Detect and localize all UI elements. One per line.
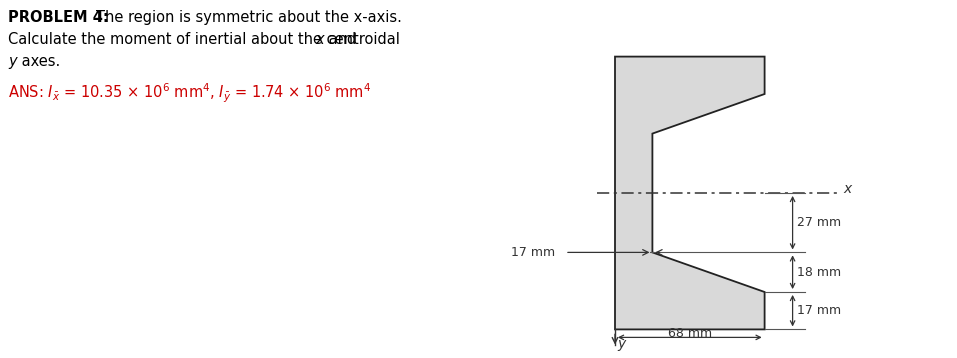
Text: ANS: $I_{\bar{x}}$ = 10.35 $\times$ 10$^6$ mm$^4$, $I_{\bar{y}}$ = 1.74 $\times$: ANS: $I_{\bar{x}}$ = 10.35 $\times$ 10$^…: [8, 82, 371, 105]
Text: axes.: axes.: [17, 54, 60, 69]
Text: x: x: [315, 32, 323, 47]
Text: The region is symmetric about the x-axis.: The region is symmetric about the x-axis…: [96, 10, 402, 25]
Polygon shape: [615, 57, 765, 329]
Text: PROBLEM 4:: PROBLEM 4:: [8, 10, 109, 25]
Text: 18 mm: 18 mm: [796, 266, 841, 279]
Text: y: y: [617, 337, 625, 352]
Text: x: x: [844, 182, 852, 196]
Text: and: and: [324, 32, 356, 47]
Text: 17 mm: 17 mm: [796, 304, 841, 317]
Text: Calculate the moment of inertial about the centroidal: Calculate the moment of inertial about t…: [8, 32, 405, 47]
Text: 17 mm: 17 mm: [511, 246, 555, 259]
Text: 68 mm: 68 mm: [668, 328, 712, 340]
Text: y: y: [8, 54, 16, 69]
Text: 27 mm: 27 mm: [796, 216, 841, 229]
